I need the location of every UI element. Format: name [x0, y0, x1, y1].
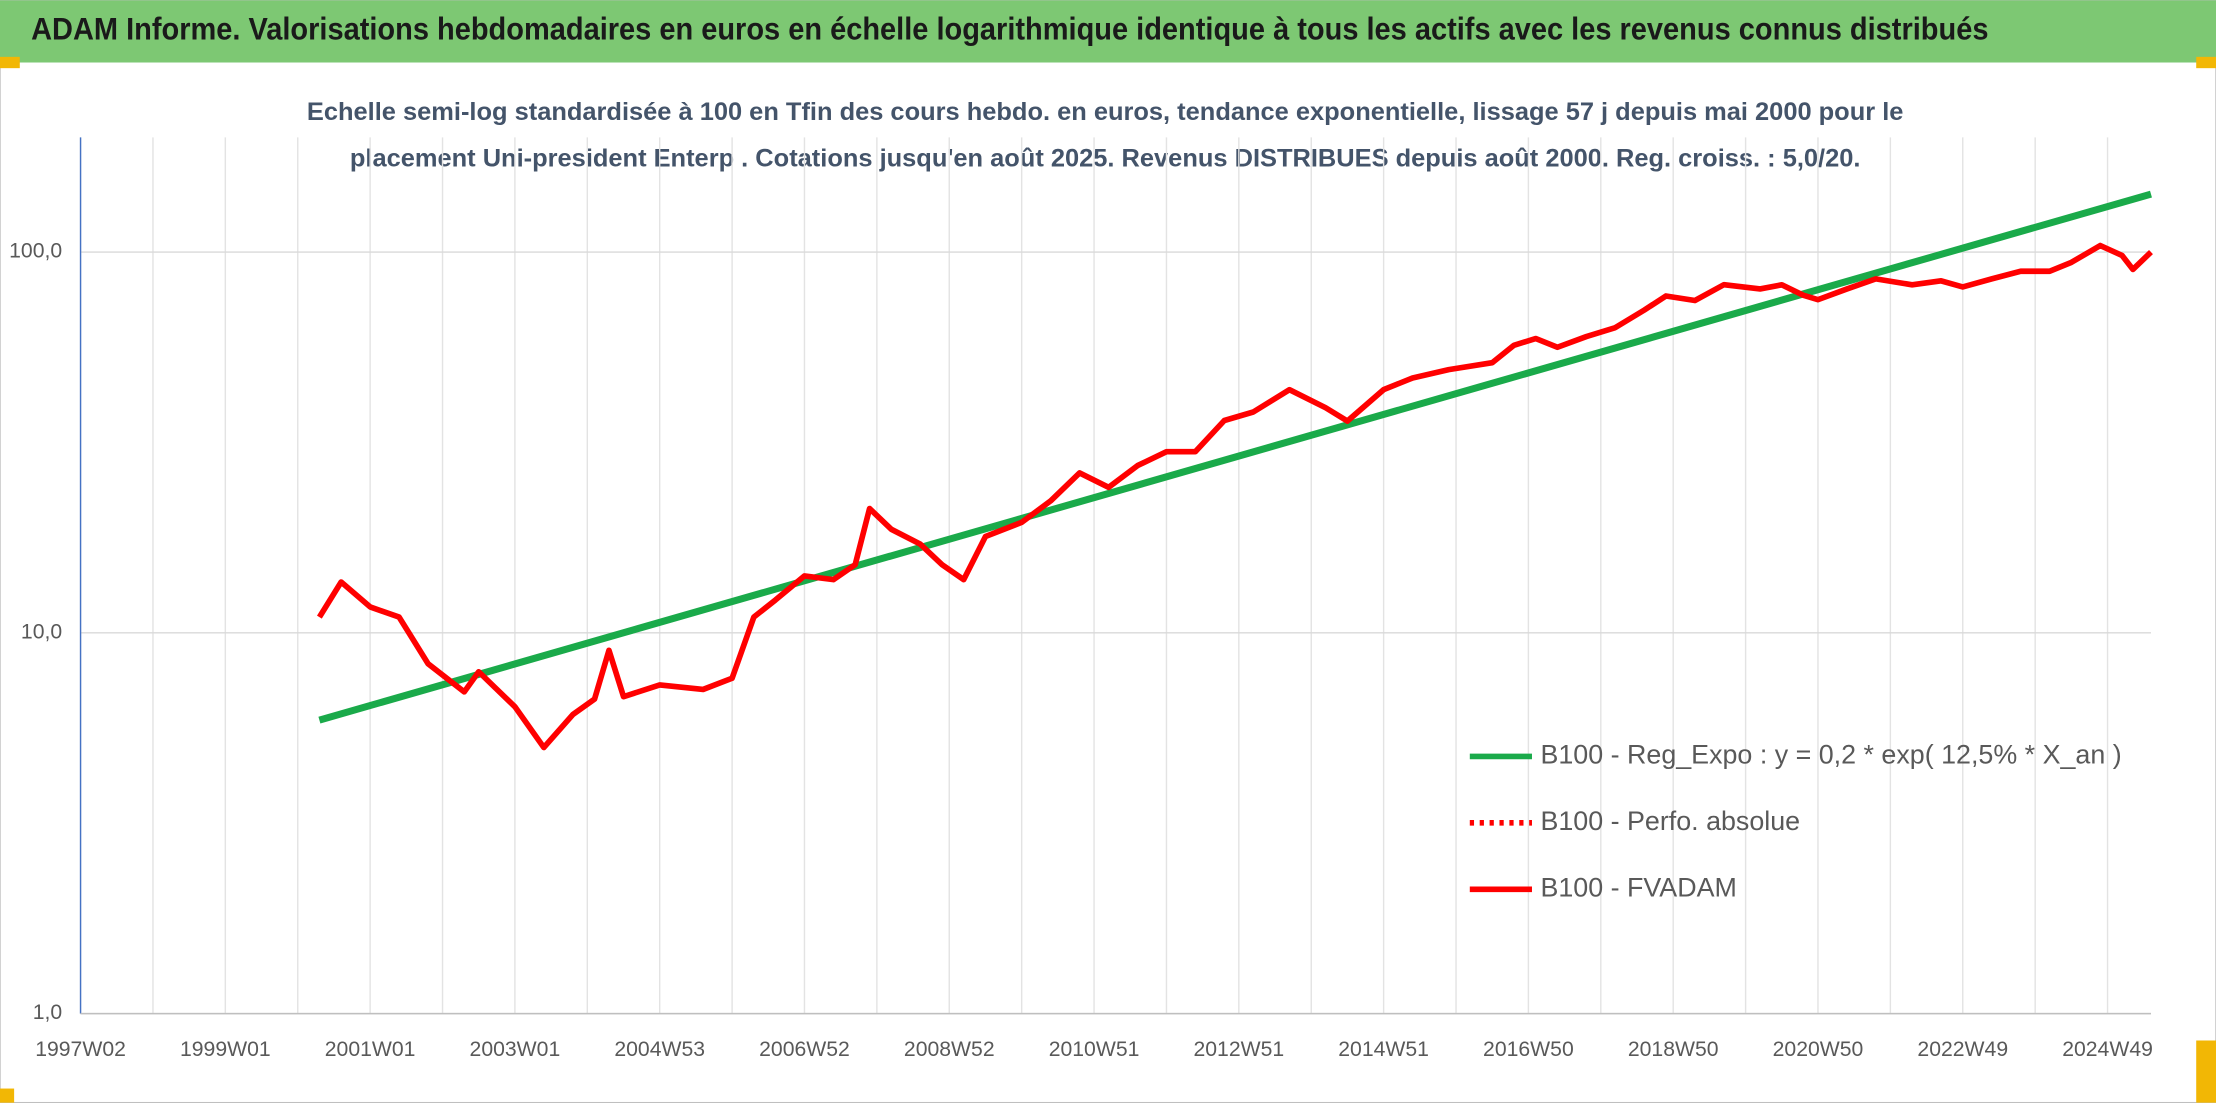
x-tick-label: 2022W49 [1917, 1038, 2008, 1061]
series-line [316, 242, 2153, 751]
corner [0, 1088, 15, 1103]
x-tick-label: 2012W51 [1193, 1038, 1284, 1061]
corner [2196, 1040, 2216, 1103]
corner [2196, 56, 2216, 69]
legend-label: B100 - Perfo. absolue [1540, 806, 1800, 836]
page-title: ADAM Informe. Valorisations hebdomadaire… [31, 12, 1988, 47]
chart-subtitle: Echelle semi-log standardisée à 100 en T… [307, 98, 1903, 126]
x-tick-label: 2020W50 [1773, 1038, 1864, 1061]
header-band [0, 0, 2216, 63]
y-tick-label: 100,0 [9, 240, 62, 263]
chart-subtitle: placement Uni-president Enterp . Cotatio… [350, 145, 1861, 173]
x-tick-label: 2010W51 [1049, 1038, 1140, 1061]
x-tick-label: 2003W01 [470, 1038, 561, 1061]
x-tick-label: 2006W52 [759, 1038, 850, 1061]
x-tick-label: 1999W01 [180, 1038, 271, 1061]
x-tick-label: 2024W49 [2062, 1038, 2153, 1061]
y-tick-label: 1,0 [33, 1001, 62, 1024]
corner [0, 56, 20, 69]
x-tick-label: 2008W52 [904, 1038, 995, 1061]
x-tick-label: 2014W51 [1338, 1038, 1429, 1061]
legend-label: B100 - Reg_Expo : y = 0,2 * exp( 12,5% *… [1540, 740, 2121, 770]
series-line [318, 190, 2152, 724]
x-tick-label: 2001W01 [325, 1038, 416, 1061]
y-tick-label: 10,0 [21, 620, 62, 643]
x-tick-label: 2004W53 [614, 1038, 705, 1061]
x-tick-label: 1997W02 [35, 1038, 126, 1061]
x-tick-label: 2018W50 [1628, 1038, 1719, 1061]
legend-label: B100 - FVADAM [1540, 872, 1736, 902]
x-tick-label: 2016W50 [1483, 1038, 1574, 1061]
